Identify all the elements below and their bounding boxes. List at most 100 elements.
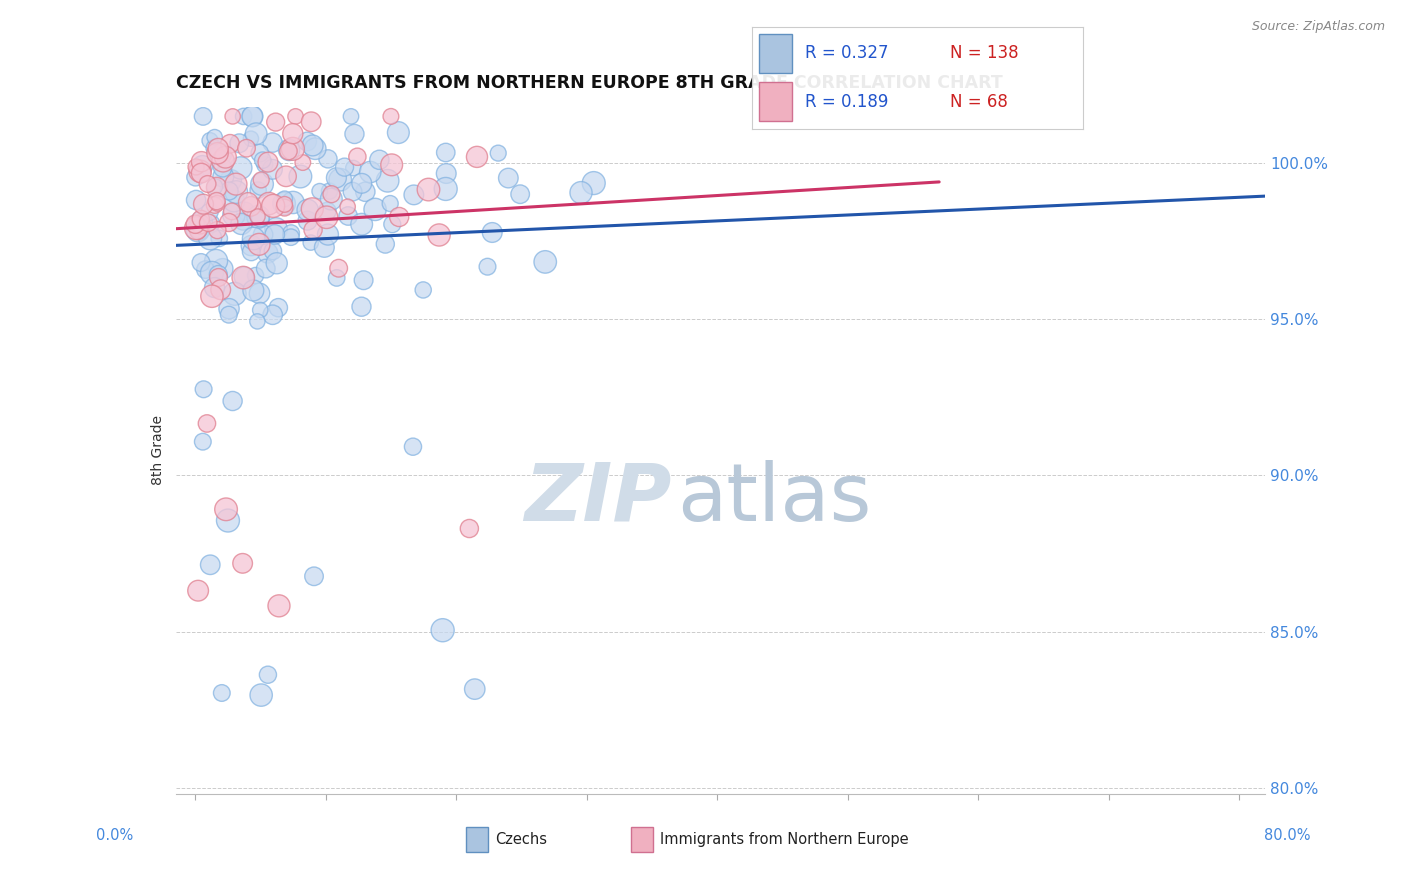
- Point: [215, 502, 238, 516]
- Point: [432, 624, 454, 638]
- Point: [190, 154, 212, 169]
- Point: [315, 211, 337, 225]
- Point: [207, 141, 229, 155]
- Point: [284, 109, 307, 123]
- Point: [302, 569, 325, 583]
- Point: [235, 141, 257, 155]
- Point: [273, 201, 295, 215]
- Text: N = 68: N = 68: [950, 93, 1008, 111]
- Point: [481, 226, 503, 240]
- Point: [205, 194, 228, 208]
- Point: [200, 558, 222, 572]
- Point: [295, 135, 318, 149]
- Point: [190, 211, 212, 226]
- Point: [267, 301, 290, 315]
- Point: [273, 192, 295, 206]
- Point: [434, 167, 457, 181]
- Point: [290, 169, 312, 184]
- Point: [299, 235, 322, 250]
- Point: [207, 268, 229, 282]
- Point: [190, 166, 212, 180]
- Point: [321, 187, 343, 202]
- Point: [250, 688, 273, 702]
- Point: [219, 136, 242, 151]
- Point: [184, 170, 207, 185]
- Point: [262, 136, 284, 150]
- Point: [301, 138, 323, 153]
- Text: R = 0.327: R = 0.327: [806, 45, 889, 62]
- Point: [231, 217, 253, 231]
- Point: [359, 165, 381, 179]
- Point: [368, 153, 391, 167]
- Point: [257, 667, 280, 681]
- Point: [278, 143, 301, 157]
- Point: [239, 131, 262, 145]
- Point: [229, 161, 252, 175]
- Point: [297, 202, 319, 217]
- Point: [225, 185, 247, 199]
- Point: [343, 127, 366, 141]
- Point: [221, 204, 243, 219]
- Point: [247, 237, 270, 252]
- Point: [236, 195, 259, 210]
- Point: [191, 159, 214, 173]
- Point: [434, 145, 457, 160]
- Point: [204, 130, 226, 145]
- Text: 0.0%: 0.0%: [96, 828, 132, 843]
- Point: [184, 217, 207, 231]
- Point: [477, 260, 499, 274]
- Point: [191, 109, 214, 123]
- Point: [325, 170, 347, 185]
- Point: [201, 266, 224, 280]
- Bar: [759, 34, 792, 73]
- Point: [221, 394, 243, 409]
- Point: [247, 183, 270, 197]
- Point: [218, 184, 240, 198]
- Point: [232, 270, 254, 285]
- Point: [219, 173, 242, 187]
- Point: [212, 169, 235, 184]
- Point: [264, 115, 287, 129]
- Point: [374, 237, 396, 252]
- Point: [190, 217, 212, 231]
- Point: [240, 244, 263, 259]
- Point: [204, 179, 226, 194]
- Point: [197, 177, 219, 191]
- Point: [582, 176, 605, 190]
- Point: [250, 177, 273, 191]
- Point: [266, 256, 288, 270]
- Point: [249, 211, 271, 226]
- Point: [191, 434, 214, 449]
- Point: [190, 215, 212, 229]
- Point: [240, 109, 263, 123]
- Point: [257, 196, 280, 211]
- Text: Immigrants from Northern Europe: Immigrants from Northern Europe: [659, 832, 908, 847]
- Point: [240, 238, 263, 252]
- Point: [381, 217, 404, 231]
- Point: [346, 150, 368, 164]
- Bar: [467, 827, 488, 852]
- Point: [353, 273, 375, 287]
- Point: [245, 268, 267, 283]
- Point: [184, 221, 207, 235]
- Point: [333, 160, 356, 174]
- Point: [280, 226, 302, 240]
- Point: [252, 153, 274, 168]
- Point: [211, 261, 233, 276]
- Point: [194, 262, 217, 277]
- Point: [377, 174, 399, 188]
- Point: [299, 114, 322, 128]
- Point: [212, 153, 235, 168]
- Point: [337, 209, 360, 223]
- Point: [242, 284, 264, 298]
- Point: [204, 198, 226, 212]
- Point: [184, 193, 207, 207]
- Point: [188, 164, 211, 178]
- Point: [205, 254, 228, 268]
- Point: [277, 144, 299, 158]
- Point: [209, 283, 232, 297]
- Point: [321, 192, 343, 206]
- Text: Czechs: Czechs: [495, 832, 547, 847]
- Point: [380, 109, 402, 123]
- Point: [301, 202, 323, 216]
